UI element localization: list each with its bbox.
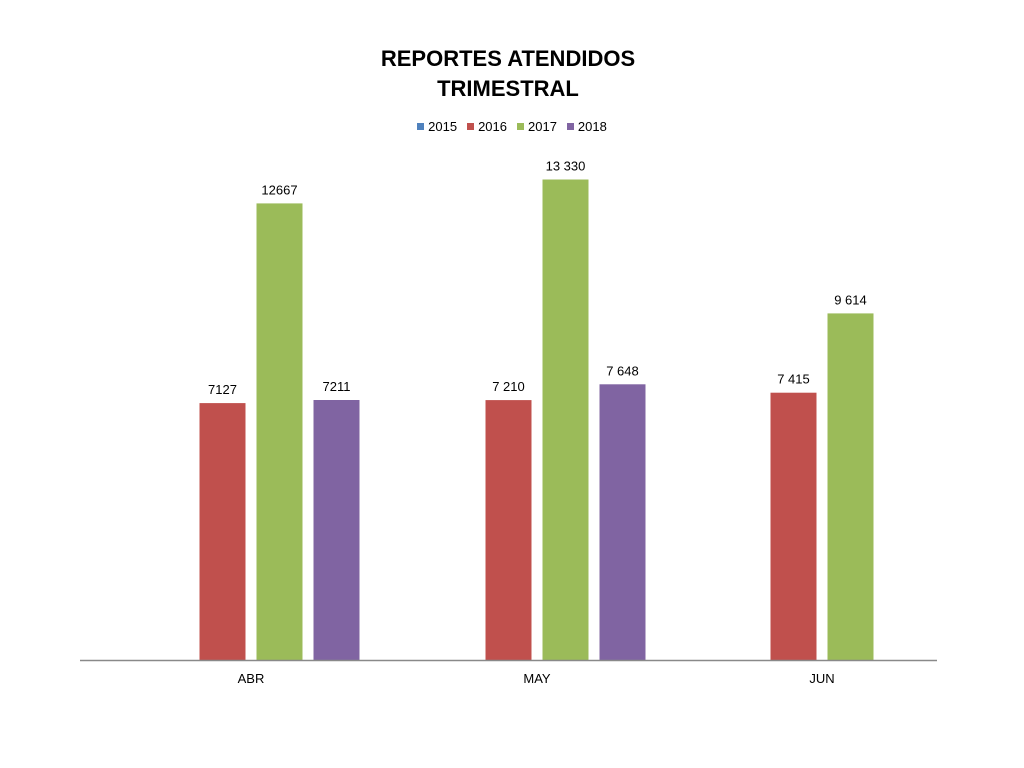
bar-MAY-2018 [599,384,646,660]
data-label-ABR-2018: 7211 [323,379,351,394]
data-label-MAY-2018: 7 648 [606,363,639,378]
x-tick-label-JUN: JUN [809,671,834,686]
legend-swatch-2018 [566,123,574,130]
chart-title-line-1: REPORTES ATENDIDOS [380,46,636,71]
bar-ABR-2018 [313,400,360,660]
bar-MAY-2016 [485,400,532,660]
legend-item-2015: 2015 [417,119,457,134]
legend-item-2016: 2016 [467,119,507,134]
data-label-MAY-2017: 13 330 [546,159,586,174]
data-label-ABR-2016: 7127 [208,382,237,397]
chart-title-line-2: TRIMESTRAL [437,76,579,101]
data-label-JUN-2017: 9 614 [834,292,867,307]
legend-label-2018: 2018 [577,119,607,134]
legend-label-2015: 2015 [428,119,458,134]
bar-JUN-2017 [827,313,874,660]
legend-swatch-2017 [517,123,524,130]
legend-item-2018: 2018 [566,119,607,134]
chart-title: REPORTES ATENDIDOS TRIMESTRAL [0,44,1016,104]
data-label-ABR-2017: 12667 [261,182,297,197]
legend-label-2016: 2016 [478,119,507,134]
legend-item-2017: 2017 [517,119,557,134]
legend-label-2017: 2017 [528,119,557,134]
legend-swatch-2016 [467,123,475,130]
data-label-MAY-2016: 7 210 [492,379,525,394]
data-label-JUN-2016: 7 415 [777,372,810,387]
bar-ABR-2017 [256,203,303,660]
legend-swatch-2015 [417,123,425,130]
bar-MAY-2017 [542,179,589,660]
bar-ABR-2016 [199,403,246,660]
x-tick-label-ABR: ABR [238,671,265,686]
chart-legend: 2015 2016 2017 2018 [0,119,1024,134]
x-tick-label-MAY: MAY [523,671,551,686]
bar-JUN-2016 [770,392,817,660]
